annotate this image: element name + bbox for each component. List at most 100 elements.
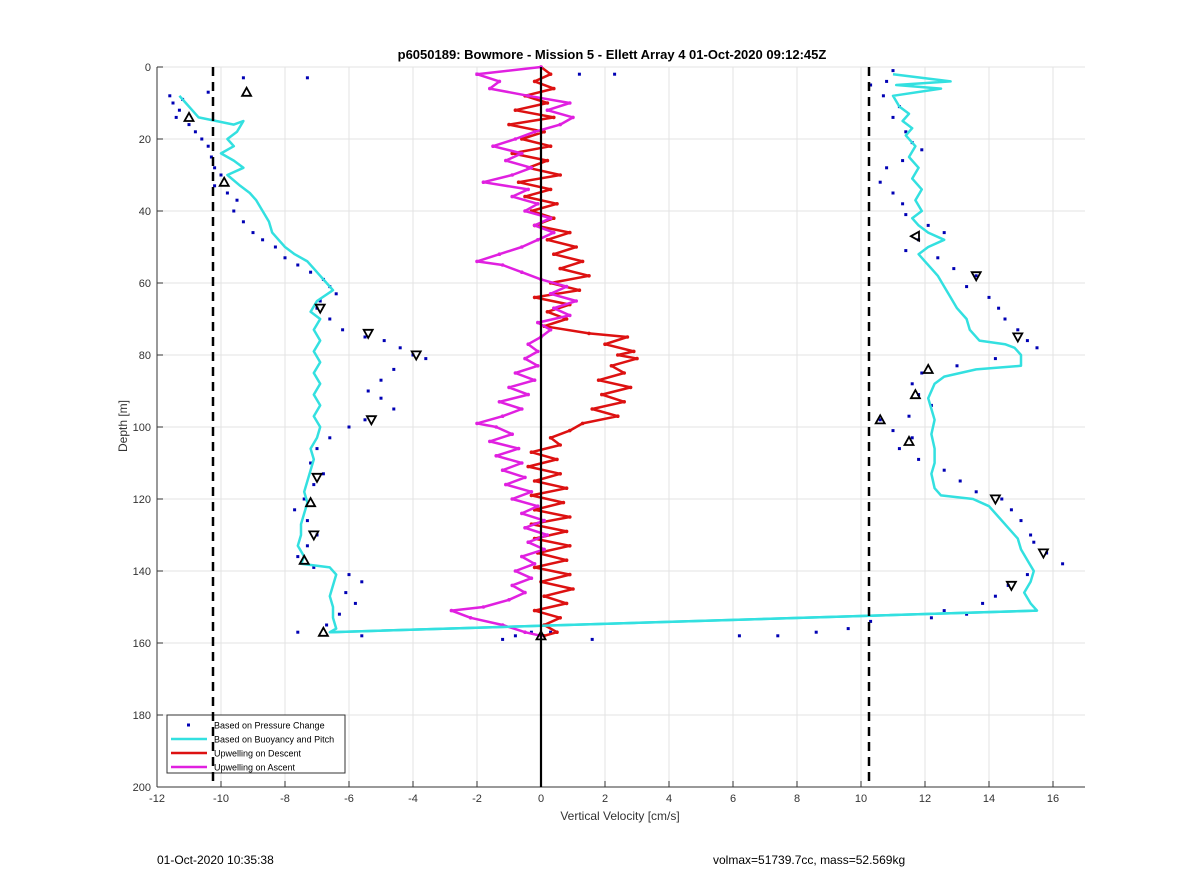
data-point [251,231,255,235]
data-point [193,130,197,134]
data-point [168,94,172,98]
data-point [187,123,191,127]
data-point [366,389,370,393]
reference-lines [211,67,871,787]
data-point [353,601,357,605]
data-point [392,367,396,371]
data-point [993,594,997,598]
series-marker [616,353,620,357]
series-marker [548,72,553,76]
grid [156,66,1085,788]
data-point [241,220,245,224]
data-point [907,414,911,418]
data-point [328,436,332,440]
data-point [225,191,229,195]
data-point [974,490,978,494]
series-marker [536,349,540,354]
series-marker [507,385,511,390]
series-marker [510,583,514,588]
legend-label: Upwelling on Descent [214,749,302,759]
series-marker [526,94,530,98]
data-point [549,630,553,634]
series-marker [574,245,578,249]
triangle-marker [1037,548,1050,560]
series-marker [510,497,514,501]
series-marker [520,245,524,249]
data-point [206,144,210,148]
data-point [337,612,341,616]
data-point [737,634,741,638]
series-marker [587,274,591,278]
data-point [942,609,946,613]
data-point [232,209,236,213]
triangle-marker [218,175,231,187]
series-marker [545,108,550,112]
data-point [993,357,997,361]
series-marker [548,328,553,332]
footer-timestamp: 01-Oct-2020 10:35:38 [157,853,274,867]
series-marker [580,259,585,264]
data-point [501,637,505,641]
y-tick-label: 180 [133,710,151,722]
series-marker [587,331,591,336]
data-point [885,79,889,83]
series-marker [564,284,569,289]
data-point [213,184,217,188]
data-point [241,76,245,80]
axes: -12 -10 -8 -6 -4 -2 0 2 4 6 8 10 12 14 160204060801001… [133,62,1085,805]
footer-volmax-mass: volmax=51739.7cc, mass=52.569kg [713,853,906,867]
triangle-marker [365,415,378,427]
triangle-marker [1011,332,1024,344]
series-marker [558,472,562,476]
y-tick-label: 160 [133,638,151,650]
series-marker [504,158,508,163]
data-point [171,101,175,105]
data-point [904,249,908,253]
series-line [507,66,639,638]
series-marker [529,166,534,170]
series-marker [475,421,479,426]
data-point [1009,508,1013,512]
series-marker [513,137,518,141]
series-markers-down [307,271,1050,592]
data-point [209,155,213,159]
data-point [910,382,914,386]
data-point [952,267,956,271]
series-marker [564,558,569,562]
series-marker [616,414,620,419]
data-point [1016,328,1020,332]
data-point [917,457,921,461]
data-point [613,72,617,76]
y-tick-label: 80 [139,350,151,362]
data-point [235,198,239,202]
series-marker [536,504,540,509]
triangle-marker [874,413,887,425]
data-point [869,619,873,623]
series-marker [568,428,572,433]
data-point [302,497,306,501]
series-marker [513,569,518,573]
series-marker [561,500,566,505]
series-marker [580,421,585,426]
data-point [878,180,882,184]
series-marker [555,457,559,462]
data-point [318,299,322,303]
x-tick-label: 12 [919,793,931,805]
series-upwelling-on-ascent [449,65,578,638]
triangle-marker [970,271,983,283]
series-marker [625,335,630,339]
series-marker [523,475,527,480]
data-point [1061,562,1065,566]
data-point [920,148,924,152]
series-marker [574,299,578,303]
triangle-marker [307,530,320,542]
series-marker [526,540,530,544]
series-marker [632,349,636,354]
series-marker [603,342,607,347]
data-point [901,202,905,206]
series-marker [545,533,550,537]
series-marker [520,511,524,516]
data-point [942,468,946,472]
data-point [305,76,309,80]
triangle-marker [909,230,920,243]
